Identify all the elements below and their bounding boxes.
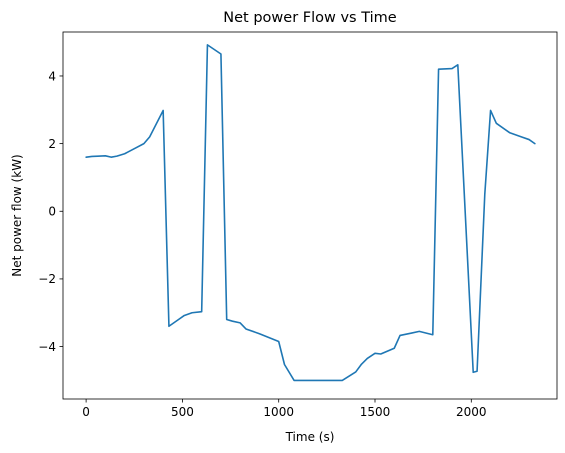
x-tick-label: 2000 [456,405,487,419]
axis-ticks: 0 500 1000 1500 2000 −4 −2 0 2 4 [38,69,486,419]
x-tick-label: 1000 [263,405,294,419]
y-tick-label: −4 [38,340,56,354]
y-tick-label: 2 [48,137,56,151]
x-axis-label: Time (s) [285,430,335,444]
y-tick-label: 4 [48,69,56,83]
plot-area-frame [62,31,558,400]
series-line-0 [85,44,536,382]
x-tick-label: 0 [82,405,90,419]
chart-title: Net power Flow vs Time [223,10,397,26]
y-axis-label: Net power flow (kW) [10,154,24,277]
y-tick-label: 0 [48,205,56,219]
y-tick-label: −2 [38,272,56,286]
series-layer [85,44,536,382]
x-tick-label: 1500 [360,405,391,419]
x-tick-label: 500 [171,405,194,419]
